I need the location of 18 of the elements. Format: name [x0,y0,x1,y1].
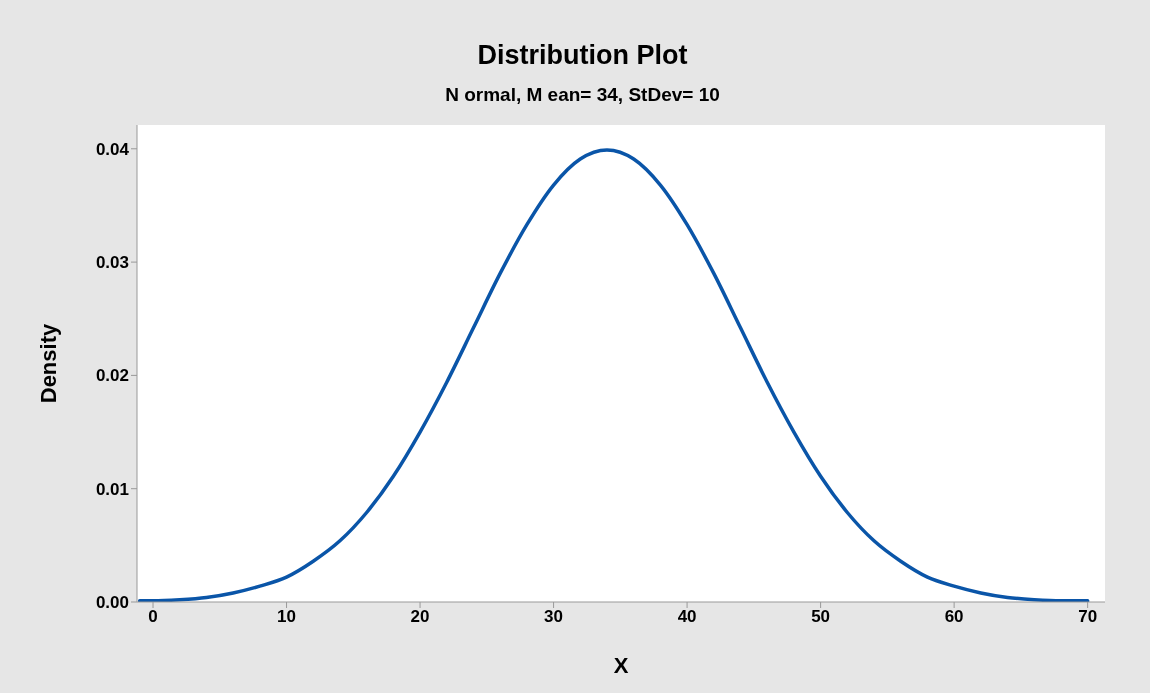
line-series [137,148,1090,602]
chart-subtitle: N ormal, M ean= 34, StDev= 10 [444,84,721,106]
x-axis-title: X [613,653,629,678]
x-tick-label: 20 [410,607,430,627]
y-tick-label: 0.01 [95,479,129,499]
y-tick-label: 0.00 [95,593,129,613]
x-tick-label: 70 [1078,607,1098,627]
x-tick-label: 60 [944,607,964,627]
x-tick-label: 30 [544,607,564,627]
x-tick-label: 10 [277,607,296,627]
x-tick-label: 40 [677,607,697,627]
x-tick-label: 50 [811,607,831,627]
y-axis-title: Density [35,323,61,404]
chart-title: Distribution Plot [476,40,689,71]
y-tick-label: 0.03 [95,253,129,273]
x-tick-label: 0 [148,607,158,627]
y-tick-label: 0.04 [95,139,130,159]
y-tick-label: 0.02 [95,366,129,386]
